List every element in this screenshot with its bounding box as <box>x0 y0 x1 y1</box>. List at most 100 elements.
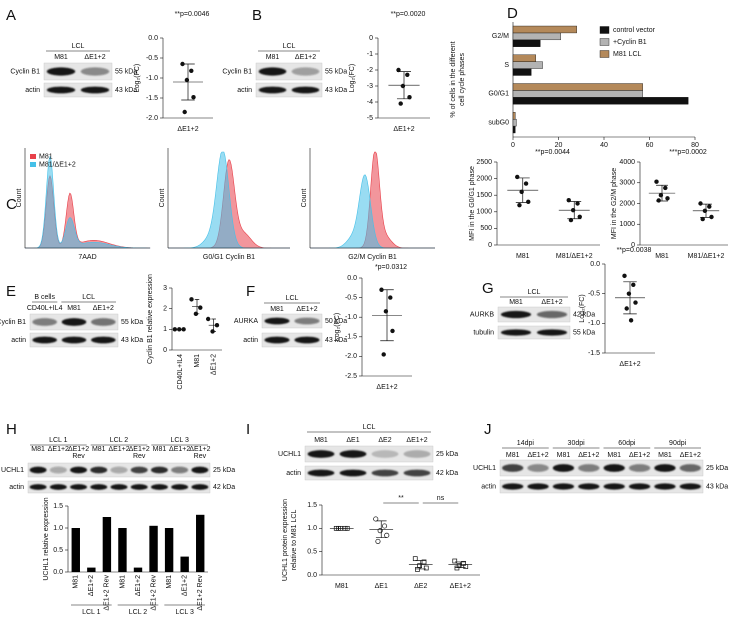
p-value: **p=0.0038 <box>617 247 652 254</box>
point <box>454 565 460 571</box>
point <box>707 204 712 209</box>
blot-membrane <box>255 62 323 81</box>
error-bar <box>211 318 216 332</box>
blot-header: LCL <box>528 289 541 296</box>
point <box>577 214 582 219</box>
lane-label: M81 <box>314 437 328 444</box>
band <box>578 483 600 490</box>
lane-label: CD40L+IL4 <box>27 305 63 312</box>
y-axis-label: MFI in the G2/M phase <box>611 168 618 239</box>
band <box>294 317 320 325</box>
error-bar <box>396 71 412 100</box>
bar <box>512 32 561 41</box>
panel-letter: H <box>6 421 17 438</box>
band <box>291 86 320 94</box>
protein-label: actin <box>286 470 301 477</box>
point <box>656 198 661 203</box>
y-tick-label: 0.0 <box>347 275 357 282</box>
y-tick-label: -4 <box>367 99 373 106</box>
bar <box>118 528 127 572</box>
y-tick-label: -3 <box>367 83 373 90</box>
lane-label: ΔE1+2 <box>84 54 105 61</box>
band <box>339 450 367 458</box>
panel-letter: F <box>246 283 255 300</box>
point <box>526 199 531 205</box>
x-tick-label: M81 <box>194 354 201 368</box>
lane-label: M81 <box>153 446 167 453</box>
band <box>32 318 57 326</box>
lane-label: ΔE1+2 <box>680 452 701 459</box>
band <box>80 86 110 94</box>
band <box>578 464 600 472</box>
point <box>189 68 194 74</box>
y-axis-label: relative to M81 LCL <box>291 510 298 571</box>
bar <box>512 83 643 91</box>
x-tick-label: ΔE1+2 <box>450 583 471 590</box>
y-tick-label: G0/G1 <box>488 91 509 98</box>
bar <box>102 517 112 572</box>
point <box>575 201 580 206</box>
blot-membrane <box>255 82 323 98</box>
band <box>654 464 676 472</box>
point <box>624 306 629 311</box>
protein-label: tubulin <box>473 329 494 336</box>
lane-label: ΔE2 <box>378 437 391 444</box>
band <box>46 86 76 94</box>
blot-membrane <box>304 465 434 481</box>
bar <box>512 112 516 120</box>
y-tick-label: 0 <box>163 347 167 354</box>
y-tick-label: -5 <box>367 115 373 122</box>
point <box>700 216 705 222</box>
legend-label: M81 <box>39 153 53 160</box>
point <box>423 565 429 571</box>
band <box>536 329 568 336</box>
x-tick-label: ΔE1+2 <box>376 384 397 391</box>
x-tick-label: M81 <box>119 575 126 589</box>
band <box>130 484 148 490</box>
histogram <box>25 155 151 249</box>
group-label: LCL 3 <box>175 609 194 616</box>
lane-label: ΔE1+2 <box>527 452 548 459</box>
y-tick-label: 0.5 <box>307 549 317 556</box>
protein-label: actin <box>9 484 24 491</box>
error-bar <box>567 201 582 220</box>
band <box>150 466 168 474</box>
x-tick-label: M81/ΔE1+2 <box>688 253 725 260</box>
y-tick-label: 0.0 <box>590 261 600 268</box>
blot-header: 14dpi <box>517 440 535 447</box>
lane-label: ΔE1+2 <box>169 446 190 453</box>
error-bar <box>375 520 387 539</box>
band <box>679 483 701 490</box>
y-tick-label: -0.5 <box>146 55 158 62</box>
error-bar <box>700 203 712 218</box>
protein-label: actin <box>481 483 496 490</box>
panel-letter: G <box>482 280 494 297</box>
error-bar <box>656 184 668 202</box>
lane-label: ΔE1+2 <box>629 452 650 459</box>
band <box>679 464 701 472</box>
x-axis-label: G2/M Cyclin B1 <box>348 254 397 261</box>
group-label: LCL 2 <box>129 609 148 616</box>
x-tick-label: M81 <box>516 253 530 260</box>
error-bar <box>194 299 200 315</box>
y-tick-label: 2 <box>163 306 167 313</box>
y-tick-label: 2000 <box>619 200 635 207</box>
size-label: 43 kDa <box>121 337 143 344</box>
x-tick-label: ΔE1+2 Rev <box>150 575 157 611</box>
lane-label: M81 <box>509 299 523 306</box>
bar <box>512 125 516 134</box>
x-tick-label: ΔE2 <box>414 583 427 590</box>
band <box>150 484 168 490</box>
protein-label: Cyclin B1 <box>0 319 26 326</box>
point <box>405 72 410 78</box>
point <box>412 556 418 562</box>
band <box>502 483 524 490</box>
panel-letter: A <box>6 7 16 24</box>
band <box>628 464 651 472</box>
y-axis-label: cell cycle phases <box>459 53 466 106</box>
blot-header: B cells <box>34 294 55 301</box>
y-axis-label: Log₂(FC) <box>579 294 586 322</box>
band <box>110 466 128 474</box>
y-tick-label: -2.0 <box>345 353 357 360</box>
protein-label: actin <box>11 337 26 344</box>
